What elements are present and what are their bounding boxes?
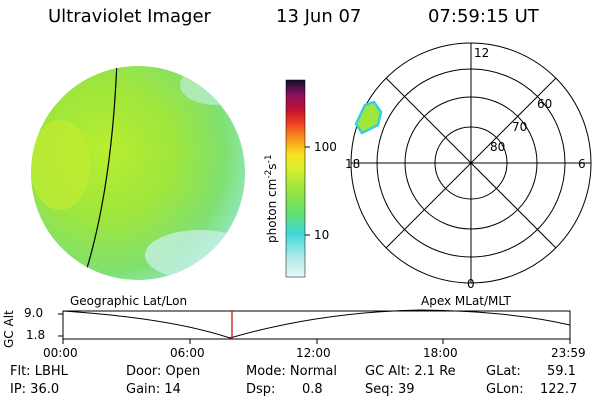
info-glon-value: 122.7 (540, 382, 578, 397)
altplot-ymax: 9.0 (24, 306, 44, 320)
auroral-patch (354, 100, 383, 135)
date-display: 13 Jun 07 (276, 6, 362, 27)
info-dsp-value: 0.8 (302, 382, 323, 397)
altplot-ylabel: GC Alt (2, 310, 16, 348)
lat-label-80: 80 (490, 140, 506, 154)
info-dsp-label: Dsp: (246, 382, 276, 397)
altitude-plot (58, 309, 571, 344)
info-glon-label: GLon: (486, 382, 524, 397)
altplot-xtick-1200: 12:00 (296, 346, 331, 360)
mlt-label-12: 12 (474, 46, 490, 60)
info-seq: Seq: 39 (365, 382, 415, 397)
terminator-line (83, 66, 118, 279)
info-glat-value: 59.1 (547, 364, 576, 379)
color-bar (285, 79, 306, 278)
app-title: Ultraviolet Imager (48, 6, 211, 27)
altplot-xtick-2359: 23:59 (551, 346, 586, 360)
colorbar-label-10: 10 (314, 228, 330, 242)
polar-plot (350, 42, 592, 284)
info-mode: Mode: Normal (246, 364, 337, 379)
lat-label-70: 70 (512, 120, 528, 134)
geographic-label: Geographic Lat/Lon (70, 294, 188, 308)
mlt-label-18: 18 (345, 157, 361, 171)
time-display: 07:59:15 UT (428, 6, 539, 27)
altplot-ymin: 1.8 (26, 328, 46, 342)
altplot-xtick-1800: 18:00 (423, 346, 458, 360)
altplot-xtick-0000: 00:00 (43, 346, 78, 360)
info-gc-alt: GC Alt: 2.1 Re (365, 364, 456, 379)
info-ip: IP: 36.0 (10, 382, 60, 397)
info-gain: Gain: 14 (126, 382, 181, 397)
info-glat-label: GLat: (486, 364, 521, 379)
altitude-curve (62, 309, 571, 339)
colorbar-label-100: 100 (314, 140, 337, 154)
info-door: Door: Open (126, 364, 201, 379)
mlt-label-0: 0 (467, 277, 475, 291)
altplot-xtick-0600: 06:00 (170, 346, 205, 360)
apex-label: Apex MLat/MLT (421, 294, 511, 308)
mlt-label-6: 6 (578, 157, 586, 171)
colorbar-unit-label: photon cm-2s-1 (264, 154, 279, 243)
uv-disk-image (31, 66, 245, 280)
lat-label-60: 60 (537, 97, 553, 111)
info-filter: Flt: LBHL (10, 364, 68, 379)
